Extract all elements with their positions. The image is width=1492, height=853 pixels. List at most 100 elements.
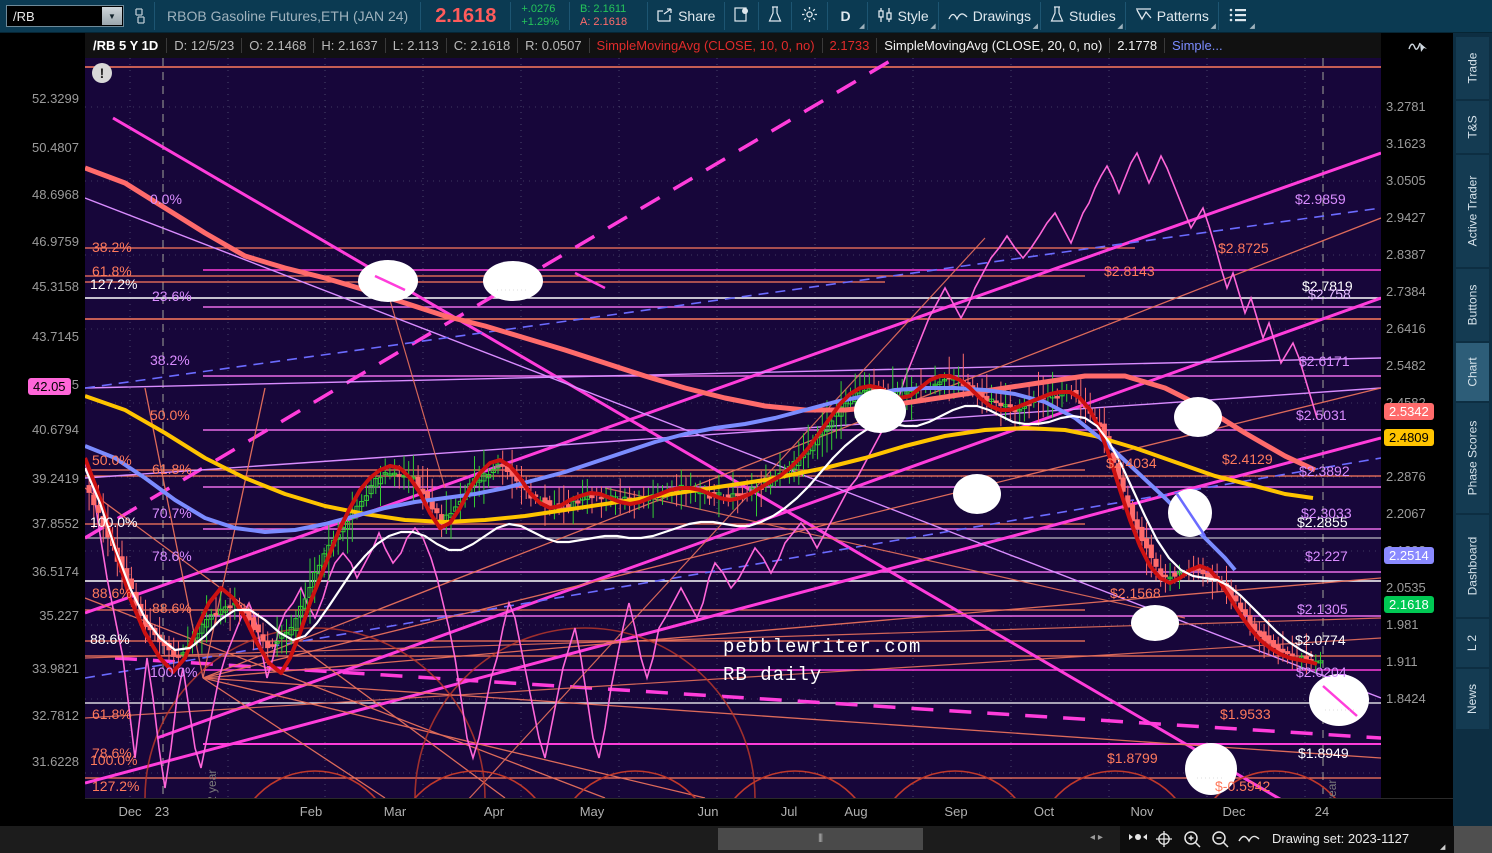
chevron-down-icon[interactable]: ◢	[1440, 844, 1446, 851]
scrollbar-thumb[interactable]: ⦀	[718, 828, 923, 850]
year-marker-2022: 2022 year	[205, 769, 219, 798]
studies-button[interactable]: Studies ◢	[1041, 0, 1125, 33]
right-axis-price-badge: 2.4809	[1384, 429, 1434, 446]
time-axis[interactable]: Dec 23 Feb Mar Apr May Jun Jul Aug Sep Oct Nov Dec 24	[85, 798, 1453, 826]
left-axis-price-badge: 42.05	[28, 378, 71, 395]
sidebar-item-t-s[interactable]: T&S	[1456, 101, 1489, 153]
sidebar-item-news[interactable]: News	[1456, 669, 1489, 729]
zoom-out-icon[interactable]	[1211, 830, 1229, 848]
snapshot-icon	[734, 6, 749, 26]
time-axis-tick: May	[579, 804, 605, 819]
divider	[1124, 2, 1126, 30]
left-axis-tick: 50.4807	[32, 140, 79, 155]
left-axis-tick: 45.3158	[32, 279, 79, 294]
zoom-in-icon[interactable]	[1183, 830, 1201, 848]
crosshair-cursor-icon[interactable]	[1381, 33, 1453, 58]
study-sma3-label[interactable]: Simple...	[1164, 38, 1230, 53]
left-axis-tick: 52.3299	[32, 91, 79, 106]
left-axis-tick: 37.8552	[32, 516, 79, 531]
studies-label: Studies	[1069, 8, 1116, 24]
instrument-description: RBOB Gasoline Futures,ETH (JAN 24)	[167, 8, 409, 24]
change-percent: +1.29%	[521, 16, 559, 28]
sidebar-item-dashboard[interactable]: Dashboard	[1456, 515, 1489, 617]
left-axis-tick: 36.5174	[32, 564, 79, 579]
patterns-button[interactable]: Patterns ◢	[1126, 0, 1218, 33]
divider	[937, 2, 939, 30]
drawing-tool-icon[interactable]	[1238, 830, 1260, 844]
snapshot-button[interactable]	[725, 0, 758, 33]
divider	[866, 2, 868, 30]
right-axis-tick: 1.911	[1386, 654, 1418, 669]
share-button[interactable]: Share	[648, 0, 724, 33]
right-price-axis[interactable]: 3.2781 3.1623 3.0505 2.9427 2.8387 2.7384 2.64…	[1381, 58, 1453, 798]
drawing-set-label[interactable]: Drawing set: 2023-1127	[1272, 831, 1410, 846]
left-axis-tick: 35.227	[39, 608, 79, 623]
sidebar-item-chart[interactable]: Chart	[1456, 343, 1489, 401]
right-axis-tick: 2.5482	[1386, 358, 1426, 373]
right-axis-price-badge: 2.5342	[1384, 403, 1434, 420]
right-axis-tick: 1.8424	[1386, 691, 1426, 706]
left-axis-tick: 33.9821	[32, 661, 79, 676]
menu-button[interactable]: ◢	[1219, 0, 1257, 33]
style-button[interactable]: Style ◢	[868, 0, 938, 33]
chart-plot-area[interactable]: ! pebblewriter.com RB daily 2022 year 20…	[85, 58, 1381, 798]
ask-value: A: 2.1618	[579, 16, 628, 28]
right-axis-tick: 2.2067	[1386, 506, 1426, 521]
symbol-input[interactable]: /RB ▼	[6, 5, 124, 27]
divider	[647, 2, 649, 30]
patterns-label: Patterns	[1156, 8, 1209, 24]
studies-flask-icon	[1050, 6, 1064, 26]
study-sma10-label[interactable]: SimpleMovingAvg (CLOSE, 10, 0, no)	[588, 38, 822, 53]
drawings-label: Drawings	[972, 8, 1032, 24]
divider	[510, 2, 512, 30]
scrollbar-arrows[interactable]: ◂ ▸	[1090, 832, 1103, 843]
share-icon	[657, 7, 673, 26]
sidebar-item-trade[interactable]: Trade	[1456, 37, 1489, 99]
chevron-down-icon: ◢	[1210, 22, 1216, 30]
chart-title: /RB 5 Y 1D	[93, 38, 159, 53]
symbol-dropdown-arrow[interactable]: ▼	[102, 7, 122, 25]
ohlc-date: D: 12/5/23	[166, 38, 241, 53]
last-price: 2.1618	[435, 4, 497, 27]
right-axis-tick: 2.8387	[1386, 247, 1426, 262]
ohlc-high: H: 2.1637	[313, 38, 384, 53]
time-axis-tick: 23	[154, 804, 170, 819]
left-axis-tick: 48.6968	[32, 187, 79, 202]
pan-horizontal-icon[interactable]	[1128, 830, 1148, 844]
right-axis-tick: 2.7384	[1386, 284, 1426, 299]
time-axis-tick: Mar	[383, 804, 407, 819]
settings-button[interactable]	[792, 0, 827, 33]
alert-exclamation-icon[interactable]: !	[92, 63, 112, 83]
drawings-button[interactable]: Drawings ◢	[939, 0, 1040, 33]
chart-canvas	[85, 58, 1381, 798]
hamburger-menu-icon	[1229, 8, 1247, 25]
fit-screen-icon[interactable]	[1155, 830, 1173, 848]
top-toolbar: /RB ▼ RBOB Gasoline Futures,ETH (JAN 24)…	[0, 0, 1492, 33]
divider	[1040, 2, 1042, 30]
horizontal-scrollbar[interactable]: ⦀ ◂ ▸	[0, 826, 1120, 853]
flask-button[interactable]	[759, 0, 791, 33]
time-axis-tick: Feb	[299, 804, 323, 819]
bid-ask-block: B: 2.1611 A: 2.1618	[570, 3, 637, 29]
study-sma20-value: 2.1778	[1109, 38, 1164, 53]
timeframe-button[interactable]: D ◢	[828, 0, 866, 33]
right-axis-tick: 2.9427	[1386, 210, 1426, 225]
price-change-block: +.0276 +1.29%	[511, 3, 569, 29]
sidebar-item-active-trader[interactable]: Active Trader	[1456, 155, 1489, 267]
left-price-axis[interactable]: 52.3299 50.4807 48.6968 46.9759 45.3158 43.71…	[0, 58, 85, 798]
right-axis-tick: 2.0535	[1386, 580, 1426, 595]
resize-corner[interactable]	[1454, 826, 1492, 853]
right-axis-tick: 2.6416	[1386, 321, 1426, 336]
sidebar-item-buttons[interactable]: Buttons	[1456, 269, 1489, 341]
link-icon[interactable]	[124, 0, 154, 33]
style-label: Style	[897, 8, 929, 24]
sidebar-item-label: L 2	[1465, 634, 1480, 652]
ohlc-range: R: 0.0507	[517, 38, 588, 53]
sidebar-item-phase-scores[interactable]: Phase Scores	[1456, 403, 1489, 513]
ohlc-low: L: 2.113	[384, 38, 446, 53]
patterns-icon	[1135, 7, 1152, 25]
watermark-line1: pebblewriter.com	[723, 636, 922, 658]
sidebar-item-l-2[interactable]: L 2	[1456, 619, 1489, 667]
study-sma20-label[interactable]: SimpleMovingAvg (CLOSE, 20, 0, no)	[876, 38, 1109, 53]
sidebar-item-label: Trade	[1465, 52, 1480, 84]
